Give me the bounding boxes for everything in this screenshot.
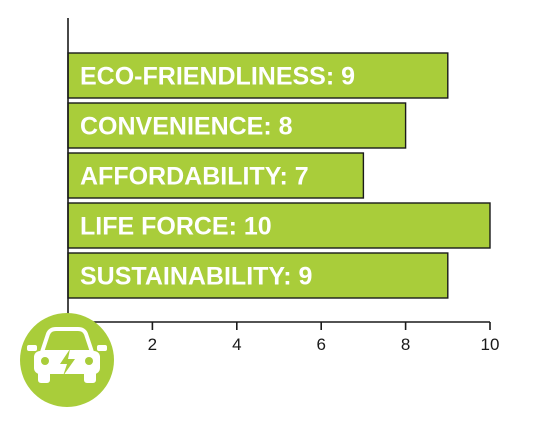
x-tick-label: 4 bbox=[232, 335, 241, 354]
bar-convenience bbox=[67, 102, 407, 149]
bar-eco-friendliness bbox=[67, 52, 449, 99]
x-tick-label: 2 bbox=[148, 335, 157, 354]
bar-label: LIFE FORCE: 10 bbox=[80, 213, 272, 241]
bar-label: ECO-FRIENDLINESS: 9 bbox=[80, 63, 355, 91]
x-tick-label: 6 bbox=[316, 335, 325, 354]
bar-label: AFFORDABILITY: 7 bbox=[80, 163, 309, 191]
bars-group: ECO-FRIENDLINESS: 9 CONVENIENCE: 8 AFFORDA… bbox=[67, 52, 491, 299]
x-axis-ticks: 2 4 6 8 10 bbox=[148, 322, 500, 354]
bar-affordability bbox=[67, 152, 365, 199]
bar-sustainability bbox=[67, 252, 449, 299]
bar-label: CONVENIENCE: 8 bbox=[80, 113, 293, 141]
bar-life-force bbox=[67, 202, 491, 249]
electric-car-icon bbox=[20, 313, 114, 407]
x-tick-label: 8 bbox=[401, 335, 410, 354]
bar-label: SUSTAINABILITY: 9 bbox=[80, 263, 312, 291]
x-tick-label: 10 bbox=[481, 335, 500, 354]
